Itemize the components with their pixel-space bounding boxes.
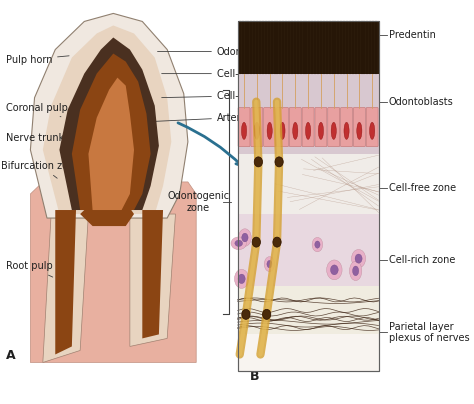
Ellipse shape — [355, 254, 362, 263]
FancyBboxPatch shape — [341, 107, 353, 147]
Polygon shape — [43, 25, 171, 214]
Ellipse shape — [312, 238, 323, 252]
Polygon shape — [130, 214, 175, 347]
Text: Bifurcation zone: Bifurcation zone — [1, 161, 81, 178]
Ellipse shape — [242, 309, 250, 319]
FancyBboxPatch shape — [264, 107, 275, 147]
Text: Parietal layer
plexus of nerves: Parietal layer plexus of nerves — [389, 322, 470, 343]
Ellipse shape — [241, 122, 246, 139]
Bar — [237, 214, 379, 286]
Ellipse shape — [238, 229, 251, 246]
Ellipse shape — [267, 261, 272, 268]
Text: Nerve trunk: Nerve trunk — [6, 133, 68, 146]
Bar — [237, 21, 379, 370]
Bar — [237, 286, 379, 335]
FancyBboxPatch shape — [276, 107, 289, 147]
Ellipse shape — [254, 122, 259, 139]
FancyBboxPatch shape — [251, 107, 263, 147]
Ellipse shape — [280, 122, 285, 139]
Ellipse shape — [315, 241, 320, 248]
Ellipse shape — [306, 122, 310, 139]
Bar — [237, 154, 379, 214]
FancyBboxPatch shape — [354, 107, 365, 147]
Ellipse shape — [349, 261, 362, 281]
FancyBboxPatch shape — [366, 107, 378, 147]
Ellipse shape — [231, 237, 246, 250]
Ellipse shape — [275, 157, 283, 167]
Ellipse shape — [242, 233, 248, 242]
Text: Cell-free zone: Cell-free zone — [389, 183, 456, 193]
Polygon shape — [55, 210, 76, 354]
FancyBboxPatch shape — [238, 107, 250, 147]
Ellipse shape — [352, 249, 365, 268]
Text: Coronal pulp: Coronal pulp — [6, 103, 67, 117]
Ellipse shape — [273, 237, 281, 247]
Ellipse shape — [264, 257, 275, 271]
Ellipse shape — [293, 122, 298, 139]
Text: A: A — [6, 349, 15, 362]
Ellipse shape — [263, 309, 271, 319]
Polygon shape — [89, 78, 134, 210]
FancyBboxPatch shape — [315, 107, 327, 147]
Polygon shape — [80, 202, 134, 226]
Text: Pulp horn: Pulp horn — [6, 55, 69, 65]
Text: Odontoblasts: Odontoblasts — [389, 97, 454, 107]
Text: Odontogenic
zone: Odontogenic zone — [167, 191, 229, 213]
Ellipse shape — [331, 122, 336, 139]
Text: Predentin: Predentin — [389, 30, 436, 40]
Ellipse shape — [319, 122, 323, 139]
Text: Cell-rich zone: Cell-rich zone — [389, 255, 456, 265]
Bar — [237, 21, 379, 74]
Ellipse shape — [330, 265, 338, 275]
Ellipse shape — [357, 122, 362, 139]
FancyBboxPatch shape — [302, 107, 314, 147]
Ellipse shape — [235, 269, 249, 288]
Text: B: B — [250, 370, 260, 383]
FancyBboxPatch shape — [289, 107, 301, 147]
Ellipse shape — [267, 122, 272, 139]
Polygon shape — [30, 13, 188, 218]
Ellipse shape — [235, 240, 243, 246]
Text: Cell-rich zone: Cell-rich zone — [162, 90, 283, 101]
Text: Cell-free zone: Cell-free zone — [162, 69, 284, 79]
Bar — [237, 74, 379, 154]
FancyBboxPatch shape — [328, 107, 340, 147]
Polygon shape — [142, 210, 163, 339]
Ellipse shape — [254, 157, 263, 167]
Ellipse shape — [238, 274, 245, 284]
Ellipse shape — [370, 122, 375, 139]
Polygon shape — [72, 54, 151, 210]
Bar — [237, 21, 379, 370]
Text: Root pulp: Root pulp — [6, 261, 53, 277]
Ellipse shape — [344, 122, 349, 139]
Polygon shape — [59, 38, 159, 210]
Ellipse shape — [252, 237, 260, 247]
Polygon shape — [43, 214, 89, 362]
Polygon shape — [30, 182, 196, 362]
Text: Artery: Artery — [149, 113, 247, 123]
Text: Odontoblasts: Odontoblasts — [157, 46, 282, 57]
Ellipse shape — [353, 266, 359, 276]
Ellipse shape — [327, 260, 342, 280]
